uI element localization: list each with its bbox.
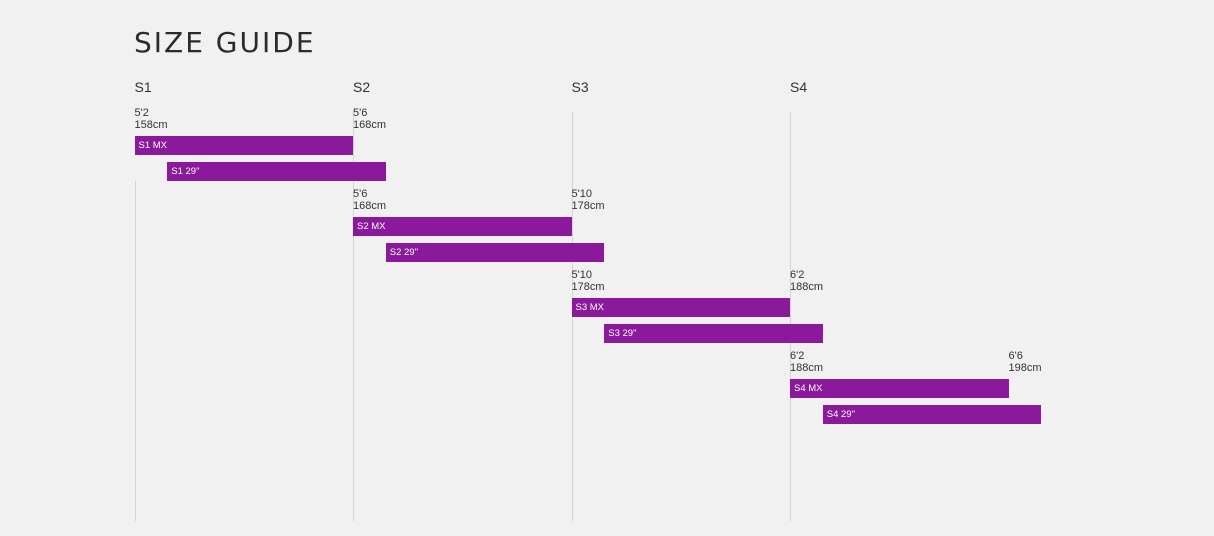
height-metric: 168cm xyxy=(353,119,387,131)
height-metric: 188cm xyxy=(790,362,824,374)
gridline-s1 xyxy=(135,181,136,521)
height-metric: 168cm xyxy=(353,200,387,212)
height-metric: 158cm xyxy=(134,119,168,131)
gridline-s4 xyxy=(790,112,791,521)
height-imperial: 5'6 xyxy=(353,107,368,119)
height-imperial: 6'2 xyxy=(790,269,805,281)
size-bar-s2-mx: S2 MX xyxy=(353,217,572,236)
height-label-max-s4: 6'6 198cm xyxy=(1009,350,1042,374)
height-label-min-s1: 5'2 158cm xyxy=(135,107,168,131)
height-label-min-s2: 5'6 168cm xyxy=(353,188,386,212)
height-imperial: 5'2 xyxy=(134,107,149,119)
height-label-max-s2: 5'10 178cm xyxy=(572,188,605,212)
column-header-s4: S4 xyxy=(790,79,808,95)
size-bar-s3-29: S3 29" xyxy=(604,323,823,343)
height-label-max-s1: 5'6 168cm xyxy=(353,107,386,131)
size-bar-s1-29: S1 29" xyxy=(167,161,386,181)
height-imperial: 5'10 xyxy=(571,269,592,281)
height-metric: 178cm xyxy=(571,200,605,212)
column-header-s2: S2 xyxy=(353,79,371,95)
height-metric: 198cm xyxy=(1008,362,1042,374)
size-bar-s4-29: S4 29" xyxy=(822,404,1042,424)
size-bar-s1-mx: S1 MX xyxy=(134,136,353,155)
column-header-s3: S3 xyxy=(571,79,589,95)
height-label-min-s4: 6'2 188cm xyxy=(790,350,823,374)
column-header-s1: S1 xyxy=(134,79,152,95)
height-label-min-s3: 5'10 178cm xyxy=(572,269,605,293)
size-bar-s3-mx: S3 MX xyxy=(571,298,790,317)
height-label-max-s3: 6'2 188cm xyxy=(790,269,823,293)
size-bar-s4-mx: S4 MX xyxy=(790,379,1009,398)
height-imperial: 6'2 xyxy=(790,350,805,362)
page-title: SIZE GUIDE xyxy=(134,26,316,59)
size-bar-s2-29: S2 29" xyxy=(385,242,605,262)
height-imperial: 5'6 xyxy=(353,188,368,200)
height-imperial: 5'10 xyxy=(571,188,592,200)
height-imperial: 6'6 xyxy=(1008,350,1023,362)
height-metric: 178cm xyxy=(571,281,605,293)
height-metric: 188cm xyxy=(790,281,824,293)
gridline-s2 xyxy=(353,112,354,521)
